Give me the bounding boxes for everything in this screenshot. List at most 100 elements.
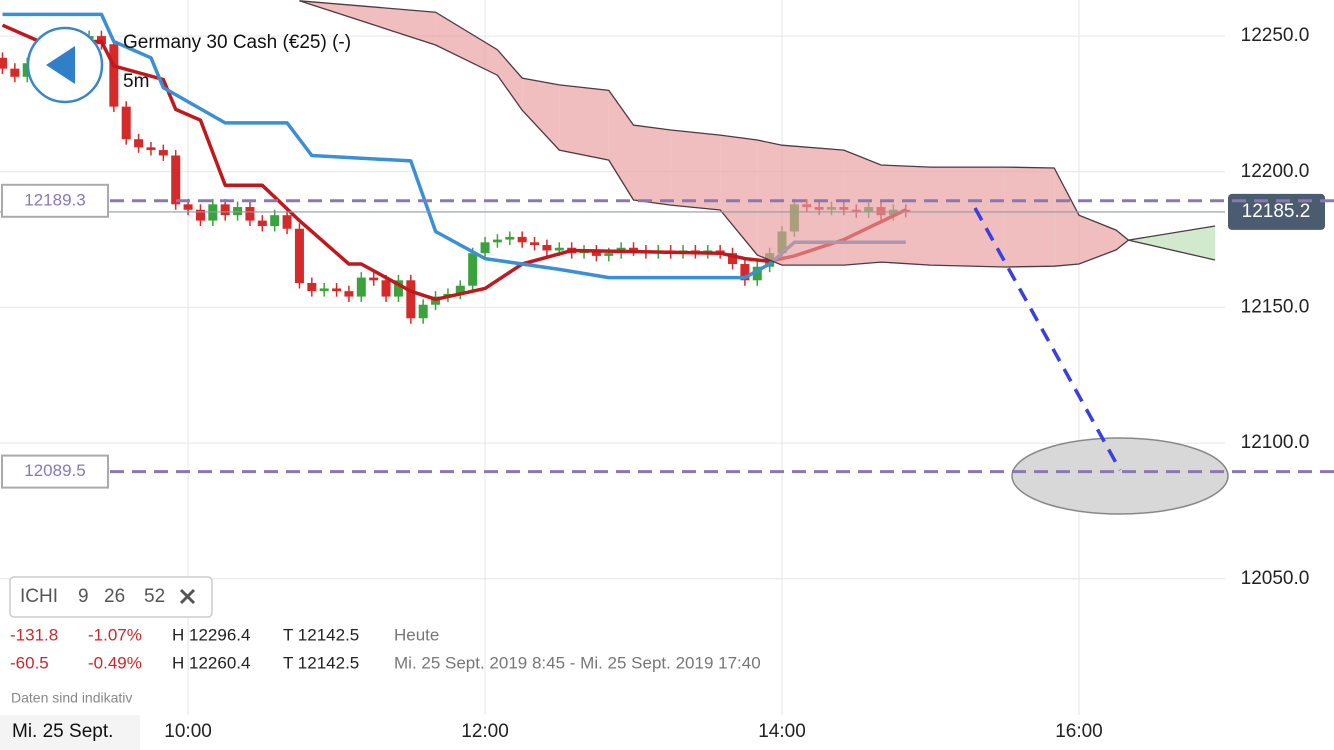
candle-body: [307, 283, 317, 292]
candle-body: [282, 215, 292, 229]
cloud-fill: [930, 167, 1005, 268]
last-price-box: [1228, 193, 1325, 230]
stat-low: T 12142.5: [283, 625, 359, 644]
stat-change-pct: -0.49%: [88, 653, 142, 672]
cloud-fill: [881, 164, 931, 266]
stat-high: H 12260.4: [172, 653, 250, 672]
candle-body: [591, 250, 601, 256]
candle-body: [183, 204, 193, 210]
indicator-name: ICHI: [20, 586, 58, 607]
candle-body: [0, 57, 7, 69]
candle-body: [406, 280, 416, 319]
candle-body: [195, 209, 205, 221]
candle-body: [554, 247, 564, 251]
candle-body: [134, 139, 144, 148]
cloud-fill: [522, 78, 560, 151]
candle-body: [233, 207, 243, 216]
candle-body: [369, 277, 379, 281]
stat-period: Mi. 25 Sept. 2019 8:45 - Mi. 25 Sept. 20…: [394, 653, 761, 672]
candle-body: [752, 266, 762, 281]
candle-body: [604, 253, 614, 256]
cloud-fill: [1004, 167, 1055, 268]
indicator-line: [1, 23, 907, 302]
candle-body: [245, 207, 255, 221]
cloud-fill: [435, 12, 498, 76]
cloud-edge: [299, 0, 1216, 261]
candle-body: [220, 204, 230, 216]
indicator-param: 9: [78, 586, 89, 607]
candle-body: [393, 280, 403, 297]
candle-body: [146, 147, 156, 151]
candle-body: [517, 236, 527, 243]
x-tick-label: 12:00: [461, 721, 509, 742]
candle-body: [542, 245, 552, 251]
level-label: 12089.5: [24, 461, 85, 480]
cloud-fill: [843, 150, 882, 266]
interval-label: 5m: [123, 71, 149, 92]
candle-body: [530, 242, 540, 246]
stat-change: -131.8: [10, 625, 58, 644]
cloud-fill: [1116, 230, 1129, 250]
cloud-fill: [497, 49, 523, 111]
candle-body: [468, 253, 478, 286]
cloud-fill: [670, 129, 721, 211]
cloud-fill: [633, 125, 671, 206]
candle-body: [332, 288, 342, 292]
candle-body: [344, 291, 354, 297]
cloud-fill: [782, 145, 844, 266]
stat-low: T 12142.5: [283, 653, 359, 672]
y-tick-label: 12100.0: [1241, 432, 1310, 453]
candle-body: [294, 228, 304, 284]
indicator-param: 52: [144, 586, 165, 607]
disclaimer: Daten sind indikativ: [11, 690, 132, 706]
cloud-fill: [608, 90, 634, 200]
candle-body: [381, 280, 391, 297]
back-icon[interactable]: [46, 46, 75, 84]
candle-body: [740, 264, 750, 281]
cloud-edge: [299, 0, 1216, 268]
candle-body: [257, 220, 267, 227]
candle-body: [728, 253, 738, 265]
candle-body: [492, 239, 502, 243]
indicator-param: 26: [104, 586, 125, 607]
indicator-close[interactable]: [179, 588, 196, 605]
cloud-fill: [1078, 215, 1117, 265]
candle-body: [629, 247, 639, 251]
target-ellipse: [1011, 437, 1229, 515]
y-tick-label: 12050.0: [1241, 568, 1310, 589]
candle-body: [158, 150, 168, 156]
date-box: [0, 715, 140, 750]
candle-body: [10, 68, 20, 77]
y-tick-label: 12250.0: [1241, 25, 1310, 46]
stat-change: -60.5: [10, 653, 49, 672]
candle-body: [171, 155, 181, 205]
indicator-line: [2, 12, 906, 280]
date-label: Mi. 25 Sept.: [12, 721, 113, 742]
x-tick-label: 10:00: [164, 721, 212, 742]
cloud-fill: [559, 84, 609, 161]
y-tick-label: 12150.0: [1241, 296, 1310, 317]
level-label: 12189.3: [24, 190, 85, 209]
level-box: [1, 183, 109, 218]
x-tick-label: 16:00: [1055, 721, 1103, 742]
stat-period: Heute: [394, 625, 439, 644]
last-price-label: 12185.2: [1242, 201, 1311, 222]
candle-body: [270, 215, 280, 227]
level-box: [1, 454, 109, 489]
stat-change-pct: -1.07%: [88, 625, 142, 644]
indicator-chip[interactable]: [9, 576, 213, 618]
candle-body: [319, 288, 329, 292]
chart-title: Germany 30 Cash (€25) (-): [123, 32, 351, 53]
candle-body: [121, 106, 131, 140]
cloud-fill: [1054, 167, 1079, 267]
cloud-fill: [1128, 226, 1216, 260]
candle-body: [505, 236, 515, 240]
candle-body: [418, 304, 428, 319]
candle-body: [455, 285, 465, 294]
x-tick-label: 14:00: [758, 721, 806, 742]
trend-line: [973, 207, 1122, 471]
y-tick-label: 12200.0: [1241, 161, 1310, 182]
cloud-fill: [720, 135, 758, 256]
